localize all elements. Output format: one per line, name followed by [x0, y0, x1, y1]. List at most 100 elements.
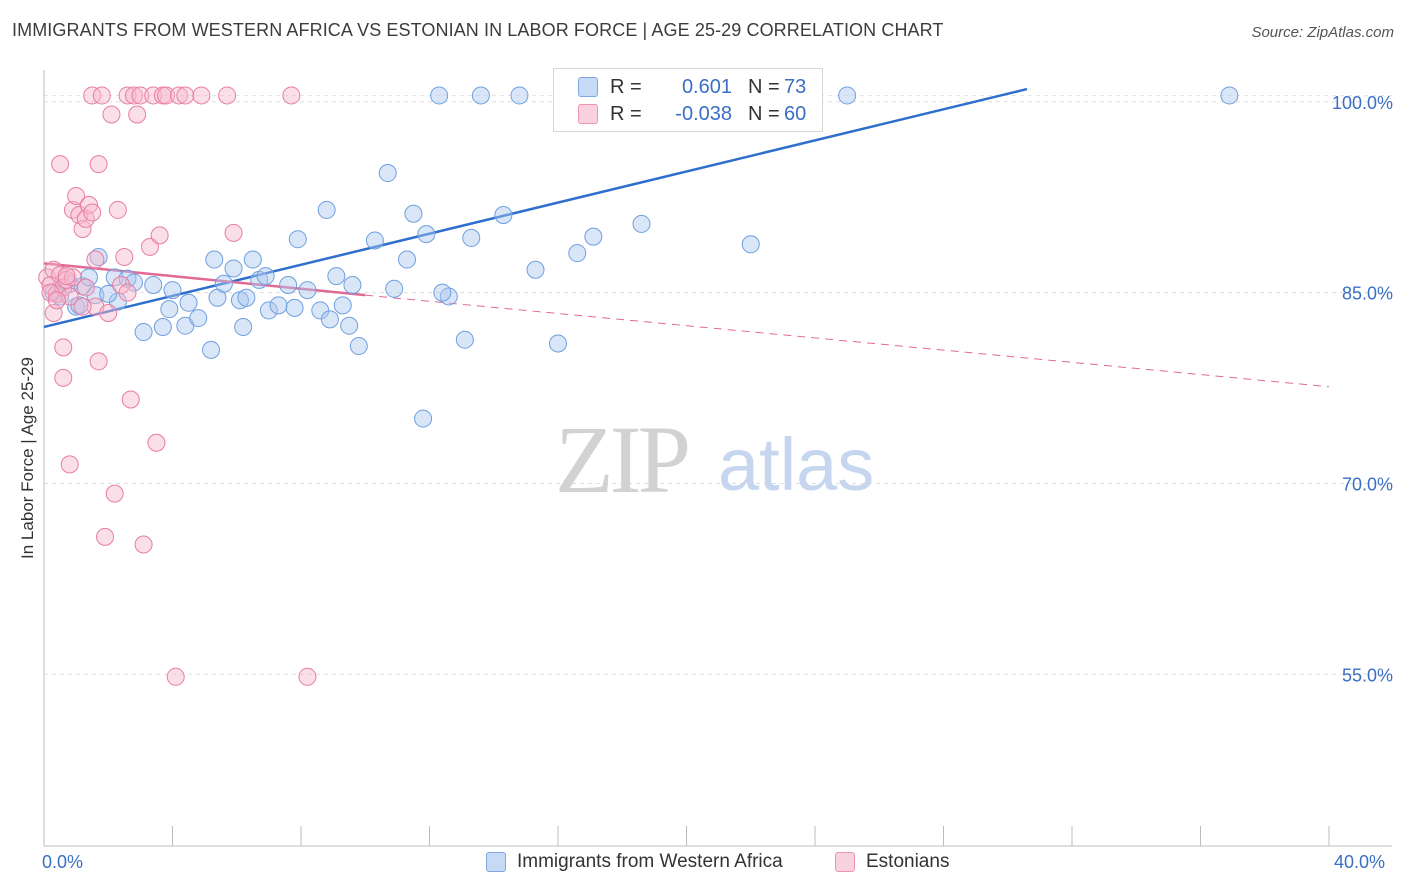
series-estonians-points	[38, 86, 317, 686]
data-point	[108, 200, 127, 219]
stats-legend-row-estonians: R = -0.038 N = 60	[578, 100, 806, 128]
data-point	[282, 86, 301, 105]
legend-item-immigrants[interactable]: Immigrants from Western Africa	[486, 851, 783, 873]
n-value: 73	[784, 75, 807, 98]
series-immigrants-points	[44, 86, 1239, 428]
data-point	[214, 274, 233, 293]
watermark-zip: ZIP	[555, 406, 688, 513]
data-point	[121, 390, 140, 409]
x-tick-label-max: 40.0%	[1334, 852, 1386, 872]
data-point	[105, 484, 124, 503]
r-value: -0.038	[675, 102, 732, 125]
data-point	[76, 278, 95, 297]
data-point	[83, 86, 102, 105]
data-point	[1220, 86, 1239, 105]
stats-legend: R = 0.601 N = 73 R = -0.038 N = 60	[553, 68, 823, 132]
data-point	[54, 368, 73, 387]
data-point	[317, 200, 336, 219]
legend-item-estonians[interactable]: Estonians	[835, 851, 949, 873]
data-point	[115, 248, 134, 267]
data-point	[269, 296, 288, 315]
data-point	[632, 214, 651, 233]
data-point	[51, 155, 70, 174]
legend-swatch-estonians	[578, 104, 598, 124]
data-point	[279, 275, 298, 294]
watermark-atlas: atlas	[718, 423, 874, 506]
data-point	[169, 86, 188, 105]
data-point	[47, 291, 66, 310]
data-point	[378, 164, 397, 183]
data-point	[96, 527, 115, 546]
data-point	[430, 86, 449, 105]
data-point	[298, 667, 317, 686]
data-point	[343, 275, 362, 294]
data-point	[99, 284, 118, 303]
trend-line	[365, 294, 1330, 388]
data-point	[157, 86, 176, 105]
axes	[43, 70, 1392, 847]
data-point	[417, 225, 436, 244]
trend-lines	[43, 87, 1330, 388]
data-point	[584, 227, 603, 246]
data-point	[838, 86, 857, 105]
data-point	[237, 288, 256, 307]
legend-swatch-immigrants	[486, 852, 506, 872]
data-point	[54, 338, 73, 357]
data-point	[202, 340, 221, 359]
data-point	[462, 228, 481, 247]
r-label: R =	[610, 102, 642, 125]
data-point	[385, 279, 404, 298]
data-point	[79, 268, 98, 287]
data-point	[73, 220, 92, 239]
data-point	[365, 231, 384, 250]
data-point	[153, 317, 172, 336]
n-label: N =	[748, 75, 780, 98]
data-point	[102, 105, 121, 124]
data-point	[327, 267, 346, 286]
data-point	[510, 86, 529, 105]
y-tick-label: 55.0%	[1342, 665, 1393, 685]
data-point	[166, 667, 185, 686]
data-point	[76, 209, 95, 228]
data-point	[89, 352, 108, 371]
data-point	[285, 298, 304, 317]
data-point	[128, 105, 147, 124]
legend-swatch-immigrants	[578, 77, 598, 97]
data-point	[118, 86, 137, 105]
data-point	[163, 281, 182, 300]
y-tick-label: 100.0%	[1332, 93, 1393, 113]
data-point	[92, 86, 111, 105]
r-label: R =	[610, 75, 642, 98]
data-point	[99, 303, 118, 322]
data-point	[89, 248, 108, 267]
data-point	[340, 316, 359, 335]
data-point	[333, 296, 352, 315]
trend-line	[43, 262, 366, 297]
legend-label-immigrants: Immigrants from Western Africa	[517, 851, 783, 872]
data-point	[105, 268, 124, 287]
data-point	[134, 535, 153, 554]
data-point	[414, 409, 433, 428]
data-point	[205, 250, 224, 269]
legend-label-estonians: Estonians	[866, 851, 950, 872]
data-point	[349, 337, 368, 356]
data-point	[67, 186, 86, 205]
trend-line	[43, 87, 1028, 329]
data-point	[234, 317, 253, 336]
x-tick-label-min: 0.0%	[42, 852, 84, 872]
data-point	[192, 86, 211, 105]
n-value: 60	[784, 102, 807, 125]
source-label: Source: ZipAtlas.com	[1251, 24, 1394, 41]
data-point	[73, 297, 92, 316]
chart-title: IMMIGRANTS FROM WESTERN AFRICA VS ESTONI…	[12, 20, 944, 40]
data-point	[147, 433, 166, 452]
data-point	[298, 281, 317, 300]
data-point	[41, 283, 60, 302]
data-point	[224, 259, 243, 278]
data-point	[288, 230, 307, 249]
y-tick-label: 70.0%	[1342, 474, 1393, 494]
r-value: 0.601	[681, 75, 732, 98]
data-point	[57, 267, 76, 286]
data-point	[131, 86, 150, 105]
data-point	[89, 155, 108, 174]
